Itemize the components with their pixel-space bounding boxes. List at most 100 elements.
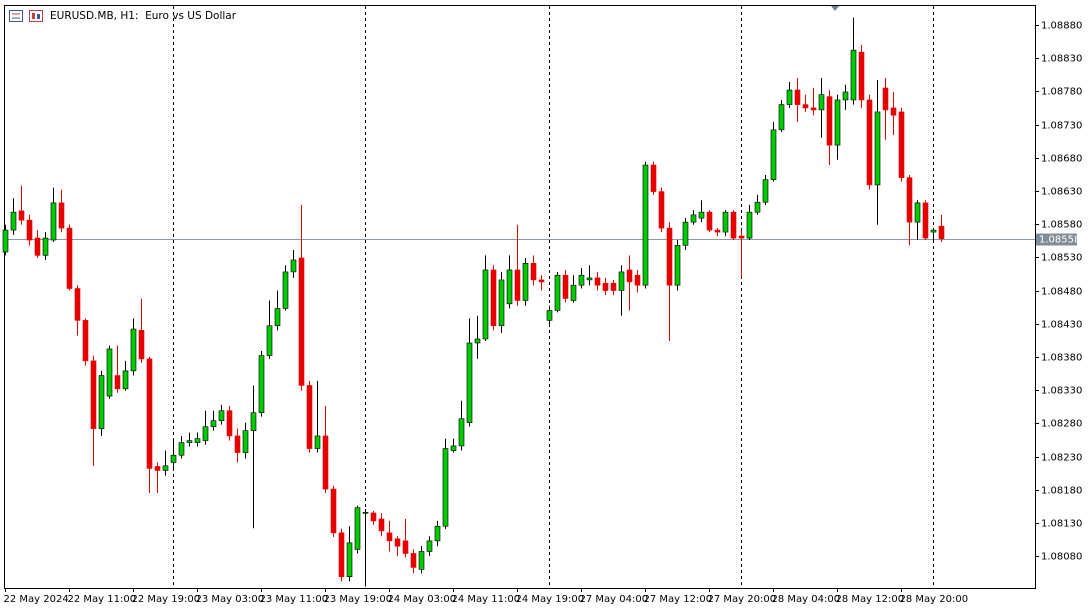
candle-body	[402, 540, 409, 554]
y-tick-label: 1.08530	[1041, 253, 1082, 264]
candle-body	[834, 99, 841, 146]
candle-body	[858, 51, 865, 101]
candle-body	[786, 89, 793, 105]
candle-body	[666, 227, 673, 286]
candle-body	[906, 177, 913, 223]
candle-body	[842, 91, 849, 101]
candle-body	[106, 348, 113, 397]
candle-body	[530, 262, 537, 281]
candle-body	[434, 525, 441, 542]
scroll-marker	[831, 6, 839, 11]
candle-body	[754, 201, 761, 213]
candle-body	[602, 282, 609, 291]
x-tick-label: 28 May 20:00	[900, 594, 969, 605]
candle-body	[658, 191, 665, 229]
candle-body	[474, 338, 481, 344]
candle-body	[586, 277, 593, 281]
candle-body	[34, 237, 41, 256]
y-tick-label: 1.08480	[1041, 287, 1082, 298]
plot-frame	[4, 5, 1036, 589]
candle-body	[794, 89, 801, 105]
candle-body	[42, 237, 49, 256]
candle-body	[266, 325, 273, 356]
candle-body	[466, 342, 473, 423]
x-tick-label: 24 May 03:00	[388, 594, 457, 605]
last-price-label: 1.08558	[1039, 235, 1080, 246]
candle-body	[154, 466, 161, 471]
candle-body	[866, 99, 873, 186]
candle-body	[482, 269, 489, 340]
candle-body	[450, 445, 457, 451]
candle-body	[514, 269, 521, 301]
x-tick-label: 27 May 20:00	[708, 594, 777, 605]
candle-body	[938, 225, 945, 240]
candle-body	[258, 355, 265, 414]
candle-body	[882, 87, 889, 111]
candle-body	[362, 512, 369, 514]
candle-body	[898, 111, 905, 178]
candle-body	[298, 257, 305, 386]
candle-body	[242, 430, 249, 453]
candle-body	[146, 358, 153, 469]
candle-body	[570, 284, 577, 301]
y-tick-label: 1.08630	[1041, 187, 1082, 198]
candle-body	[122, 370, 129, 390]
candle-body	[26, 219, 33, 241]
y-tick-label: 1.08780	[1041, 87, 1082, 98]
candle-body	[394, 538, 401, 547]
candle-body	[730, 211, 737, 239]
candle-body	[322, 435, 329, 490]
candle-body	[98, 375, 105, 429]
candle-body	[626, 269, 633, 283]
candle-body	[714, 229, 721, 233]
candle-body	[18, 210, 25, 221]
candle-body	[202, 426, 209, 441]
y-tick-label: 1.08130	[1041, 519, 1082, 530]
y-tick-label: 1.08230	[1041, 453, 1082, 464]
icon	[29, 10, 43, 22]
candle-body	[50, 202, 57, 241]
candle-body	[642, 164, 649, 286]
candle-body	[674, 245, 681, 286]
candle-body	[698, 211, 705, 219]
candle-body	[418, 551, 425, 570]
candle-body	[426, 540, 433, 552]
candle-body	[498, 279, 505, 327]
symbol-icons	[9, 10, 43, 22]
candle-body	[650, 164, 657, 192]
candle-body	[490, 269, 497, 327]
candle-body	[234, 435, 241, 453]
candle-body	[538, 279, 545, 283]
candle-body	[170, 454, 177, 463]
candle-body	[186, 440, 193, 443]
icon	[9, 10, 23, 22]
y-tick-label: 1.08730	[1041, 121, 1082, 132]
candle-body	[66, 227, 73, 289]
x-tick-label: 28 May 04:00	[772, 594, 841, 605]
x-tick-label: 23 May 19:00	[324, 594, 393, 605]
candle-body	[770, 129, 777, 180]
y-tick-label: 1.08380	[1041, 353, 1082, 364]
candle-body	[338, 532, 345, 578]
candle-body	[346, 542, 353, 578]
candle-body	[250, 412, 257, 431]
candle-body	[722, 211, 729, 233]
y-tick-label: 1.08580	[1041, 220, 1082, 231]
candle-body	[218, 410, 225, 421]
x-tick-label: 27 May 12:00	[644, 594, 713, 605]
candle-body	[802, 104, 809, 109]
candle-body	[874, 111, 881, 186]
candle-body	[330, 488, 337, 534]
candle-body	[522, 262, 529, 301]
y-tick-label: 1.08280	[1041, 419, 1082, 430]
y-tick-label: 1.08830	[1041, 54, 1082, 65]
candle-body	[618, 271, 625, 291]
candle-body	[354, 507, 361, 550]
candle-body	[74, 288, 81, 321]
candle-body	[114, 375, 121, 390]
candle-body	[90, 360, 97, 429]
y-tick-label: 1.08080	[1041, 552, 1082, 563]
candle-body	[818, 94, 825, 111]
